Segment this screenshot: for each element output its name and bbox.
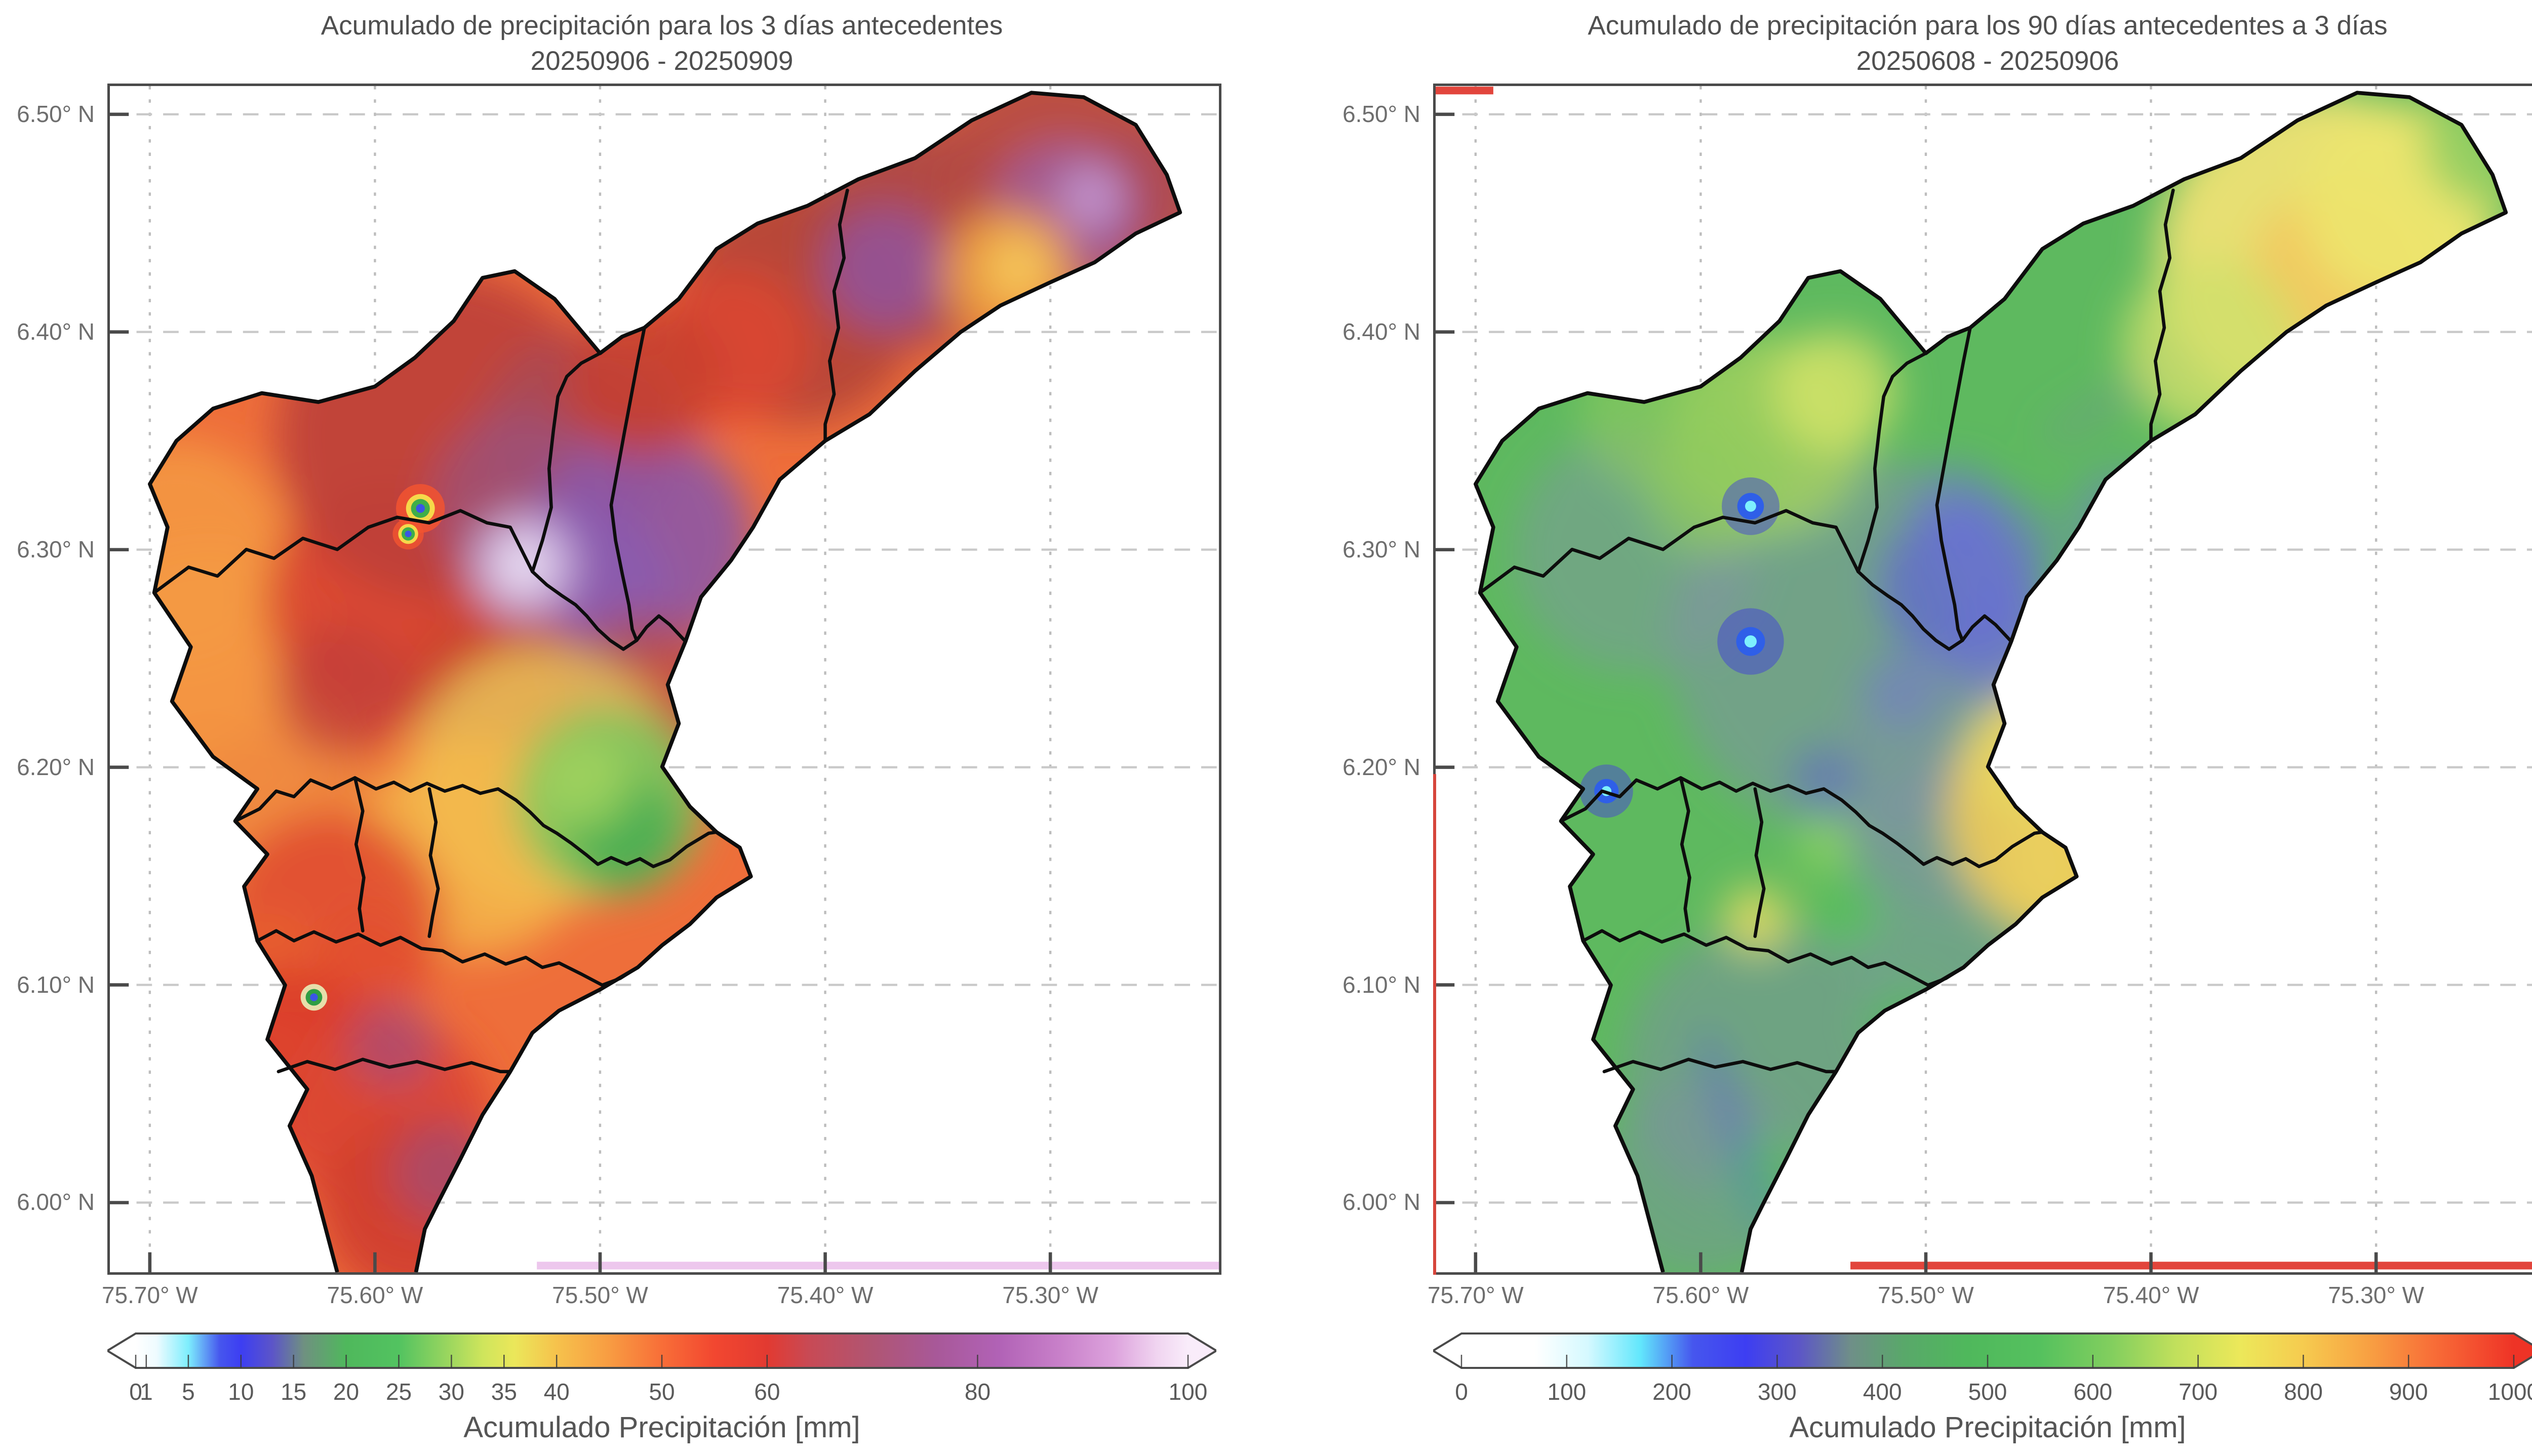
x-tick-label: 75.60° W bbox=[1652, 1282, 1749, 1308]
colorbar-tick-label: 800 bbox=[2284, 1379, 2323, 1405]
region-outline bbox=[148, 91, 1182, 1272]
colorbar-gradient bbox=[107, 1332, 1216, 1369]
colorbar-tick-label: 0 bbox=[129, 1379, 142, 1405]
panel-precip-3days: Acumulado de precipitación para los 3 dí… bbox=[17, 0, 1221, 1456]
y-tick-label: 6.20° N bbox=[17, 753, 95, 780]
colorbar-tick-label: 20 bbox=[333, 1379, 360, 1405]
subtitle-dates: 20250906 - 20250909 bbox=[530, 46, 794, 76]
colorbar-tick-label: 25 bbox=[385, 1379, 412, 1405]
precipitation-raster bbox=[149, 93, 1180, 1272]
x-tick-label: 75.60° W bbox=[327, 1282, 423, 1308]
colorbar-tick-label: 40 bbox=[543, 1379, 570, 1405]
colorbar-tick-label: 700 bbox=[2179, 1379, 2218, 1405]
municipality-boundaries bbox=[152, 188, 849, 1073]
x-tick-label: 75.70° W bbox=[1427, 1282, 1524, 1308]
colorbar-tick-label: 400 bbox=[1863, 1379, 1902, 1405]
colorbar-tick-label: 35 bbox=[491, 1379, 517, 1405]
y-tick-label: 6.50° N bbox=[17, 100, 95, 127]
colorbar-tick-label: 80 bbox=[964, 1379, 991, 1405]
region-outline bbox=[1474, 91, 2508, 1272]
precipitation-raster bbox=[1475, 93, 2506, 1272]
colorbar-tick-label: 300 bbox=[1757, 1379, 1797, 1405]
colorbar-tick-label: 900 bbox=[2389, 1379, 2428, 1405]
x-tick-label: 75.30° W bbox=[2328, 1282, 2424, 1308]
colorbar-tick-label: 10 bbox=[228, 1379, 254, 1405]
colorbar-tick-label: 30 bbox=[438, 1379, 464, 1405]
colorbar-tick-label: 5 bbox=[182, 1379, 195, 1405]
x-tick-label: 75.40° W bbox=[2103, 1282, 2199, 1308]
subtitle-dates: 20250608 - 20250906 bbox=[1856, 46, 2119, 76]
y-tick-label: 6.40° N bbox=[17, 318, 95, 345]
colorbar-tick-label: 60 bbox=[754, 1379, 780, 1405]
y-tick-label: 6.40° N bbox=[1342, 318, 1420, 345]
y-tick-label: 6.30° N bbox=[17, 536, 95, 562]
colorbar-tick-label: 500 bbox=[1968, 1379, 2007, 1405]
panel-precip-90days: Acumulado de precipitación para los 90 d… bbox=[1342, 0, 2532, 1456]
colorbar-tick-label: 200 bbox=[1652, 1379, 1691, 1405]
title-line: Acumulado de precipitación para los 3 dí… bbox=[321, 11, 1003, 41]
map-plot-3days: 6.50° N 6.40° N 6.30° N 6.20° N 6.10° N … bbox=[17, 84, 1221, 1308]
colorbar-tick-label: 100 bbox=[1168, 1379, 1208, 1405]
colorbar-tick-label: 0 bbox=[1455, 1379, 1468, 1405]
colorbar-tick-label: 100 bbox=[1547, 1379, 1587, 1405]
colorbar-tick-label: 600 bbox=[2073, 1379, 2113, 1405]
map-precipitation-90days bbox=[1436, 86, 2532, 1272]
x-tick-label: 75.70° W bbox=[101, 1282, 198, 1308]
colorbar-caption: Acumulado Precipitación [mm] bbox=[463, 1411, 860, 1444]
map-plot-90days: 6.50° N 6.40° N 6.30° N 6.20° N 6.10° N … bbox=[1342, 84, 2532, 1308]
title-line: Acumulado de precipitación para los 90 d… bbox=[1588, 11, 2388, 41]
colorbar-tick-label: 15 bbox=[281, 1379, 307, 1405]
figure-title-90days: Acumulado de precipitación para los 90 d… bbox=[1433, 8, 2532, 79]
municipality-boundaries bbox=[1478, 188, 2175, 1073]
colorbar-90days: 0 100 200 300 400 500 600 700 800 900 10… bbox=[1433, 1330, 2532, 1456]
y-tick-label: 6.00° N bbox=[17, 1189, 95, 1216]
x-tick-label: 75.40° W bbox=[777, 1282, 874, 1308]
colorbar-tick-label: 50 bbox=[649, 1379, 675, 1405]
y-tick-label: 6.20° N bbox=[1342, 753, 1420, 780]
x-tick-label: 75.30° W bbox=[1002, 1282, 1098, 1308]
axis-ticks bbox=[1436, 112, 2378, 1272]
axis-ticks bbox=[110, 112, 1052, 1272]
colorbar-gradient bbox=[1433, 1332, 2532, 1369]
y-tick-label: 6.10° N bbox=[1342, 971, 1420, 998]
y-tick-label: 6.00° N bbox=[1342, 1189, 1420, 1216]
figure-title-3days: Acumulado de precipitación para los 3 dí… bbox=[107, 8, 1216, 79]
y-tick-label: 6.10° N bbox=[17, 971, 95, 998]
colorbar-tick-label: 1 bbox=[140, 1379, 153, 1405]
department-boundary-left-spine bbox=[1433, 774, 1436, 1275]
x-tick-label: 75.50° W bbox=[1878, 1282, 1974, 1308]
y-tick-label: 6.50° N bbox=[1342, 100, 1420, 127]
colorbar-tick-label: 1000 bbox=[2487, 1379, 2532, 1405]
colorbar-caption: Acumulado Precipitación [mm] bbox=[1789, 1411, 2186, 1444]
map-precipitation-3days bbox=[110, 86, 1219, 1272]
x-tick-label: 75.50° W bbox=[552, 1282, 648, 1308]
colorbar-3days: 0 1 5 10 15 20 25 30 35 40 50 60 80 100 … bbox=[107, 1330, 1216, 1456]
y-tick-label: 6.30° N bbox=[1342, 536, 1420, 562]
